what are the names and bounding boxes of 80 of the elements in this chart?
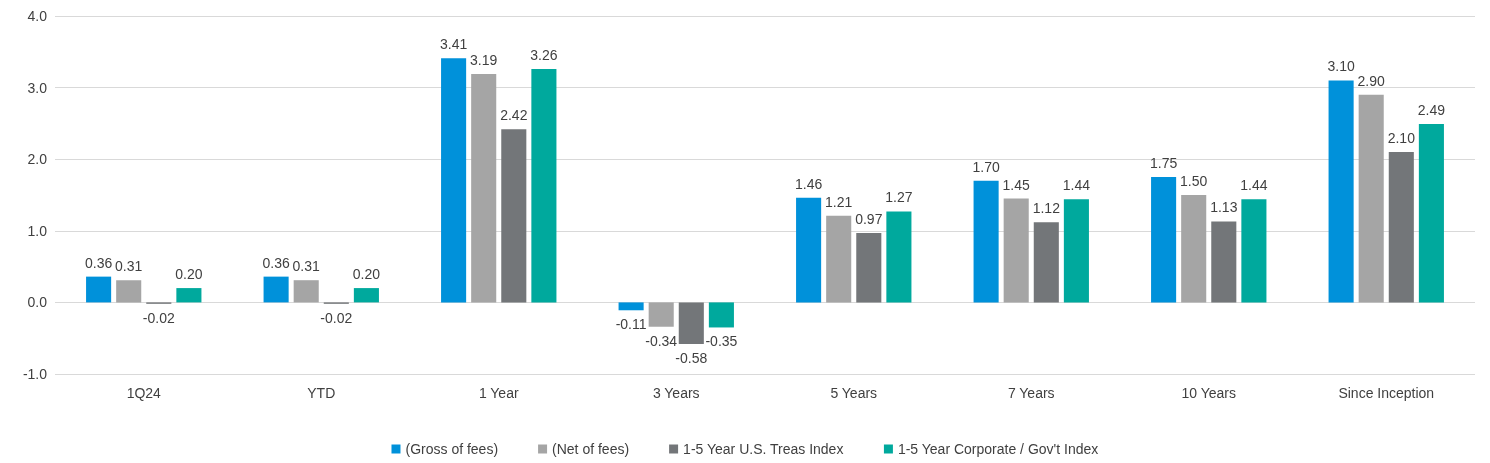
data-label: -0.02 bbox=[320, 309, 353, 326]
bar bbox=[1211, 221, 1237, 303]
legend-label: (Gross of fees) bbox=[405, 441, 499, 457]
legend-label: 1-5 Year U.S. Treas Index bbox=[683, 441, 844, 457]
data-label: 0.20 bbox=[175, 266, 203, 283]
bar bbox=[1151, 177, 1177, 303]
bar bbox=[1063, 199, 1089, 303]
data-label: 2.10 bbox=[1387, 130, 1416, 147]
x-tick-label: Since Inception bbox=[1338, 385, 1435, 401]
bar bbox=[1181, 195, 1207, 303]
data-label: 1.70 bbox=[972, 158, 1000, 175]
y-tick-label: 0.0 bbox=[27, 294, 48, 311]
y-tick-label: -1.0 bbox=[22, 366, 48, 382]
data-label: -0.35 bbox=[705, 333, 738, 350]
data-label: -0.34 bbox=[645, 332, 678, 349]
x-tick-label: 3 Years bbox=[652, 385, 700, 401]
bar bbox=[618, 302, 644, 311]
data-label: -0.11 bbox=[615, 316, 647, 333]
bar bbox=[471, 74, 497, 303]
bar bbox=[1388, 152, 1414, 303]
data-label: 3.41 bbox=[439, 36, 468, 53]
data-label: 3.19 bbox=[470, 52, 498, 68]
bar bbox=[116, 280, 142, 303]
data-label: 0.20 bbox=[352, 266, 381, 283]
bar bbox=[796, 197, 822, 303]
bar bbox=[856, 232, 882, 303]
y-tick-label: 3.0 bbox=[27, 79, 48, 96]
data-label: 0.36 bbox=[262, 254, 290, 271]
data-label: 2.90 bbox=[1357, 72, 1386, 89]
data-label: 1.46 bbox=[794, 175, 823, 192]
bar bbox=[826, 215, 852, 303]
y-tick-label: 2.0 bbox=[27, 151, 48, 168]
x-tick-label: 1Q24 bbox=[126, 385, 162, 401]
x-tick-label: 7 Years bbox=[1007, 385, 1055, 401]
bar bbox=[293, 280, 319, 303]
bar bbox=[86, 276, 112, 303]
bar bbox=[678, 302, 704, 344]
bar bbox=[1418, 124, 1444, 303]
x-tick-label: 1 Year bbox=[478, 385, 519, 401]
data-label: 1.45 bbox=[1002, 176, 1031, 193]
bar bbox=[176, 288, 202, 303]
data-label: 2.49 bbox=[1417, 102, 1446, 119]
bar bbox=[648, 302, 674, 327]
bar bbox=[1033, 222, 1059, 303]
data-label: 1.75 bbox=[1149, 155, 1178, 172]
data-label: -0.58 bbox=[675, 349, 708, 366]
data-label: 1.50 bbox=[1180, 173, 1208, 189]
legend-label: (Net of fees) bbox=[552, 441, 630, 457]
bar bbox=[1241, 199, 1267, 303]
y-tick-label: 1.0 bbox=[27, 222, 48, 239]
data-label: -0.02 bbox=[142, 309, 175, 326]
data-label: 0.97 bbox=[855, 210, 883, 227]
y-tick-label: 4.0 bbox=[27, 8, 48, 24]
data-label: 1.21 bbox=[825, 193, 853, 210]
data-label: 1.44 bbox=[1062, 177, 1091, 194]
data-label: 1.13 bbox=[1210, 199, 1238, 216]
bar bbox=[1328, 80, 1354, 303]
x-tick-label: YTD bbox=[307, 385, 336, 401]
data-label: 0.31 bbox=[292, 258, 321, 275]
data-label: 3.26 bbox=[530, 46, 558, 63]
legend-label: 1-5 Year Corporate / Gov't Index bbox=[897, 441, 1099, 457]
data-label: 0.31 bbox=[115, 258, 143, 275]
x-tick-label: 10 Years bbox=[1181, 385, 1236, 401]
bar bbox=[441, 58, 467, 303]
bar bbox=[1358, 94, 1384, 303]
data-label: 2.42 bbox=[500, 107, 528, 124]
bar bbox=[531, 68, 557, 303]
bar bbox=[501, 129, 527, 303]
bar bbox=[353, 288, 379, 303]
bar bbox=[1003, 198, 1029, 303]
data-label: 1.12 bbox=[1032, 200, 1061, 217]
bar bbox=[263, 276, 289, 303]
x-tick-label: 5 Years bbox=[830, 385, 878, 401]
data-label: 1.27 bbox=[885, 189, 913, 206]
data-label: 0.36 bbox=[84, 254, 113, 271]
data-label: 1.44 bbox=[1240, 177, 1268, 194]
bar bbox=[886, 211, 912, 303]
data-label: 3.10 bbox=[1327, 58, 1355, 75]
bar bbox=[708, 302, 734, 328]
bar bbox=[973, 180, 999, 303]
